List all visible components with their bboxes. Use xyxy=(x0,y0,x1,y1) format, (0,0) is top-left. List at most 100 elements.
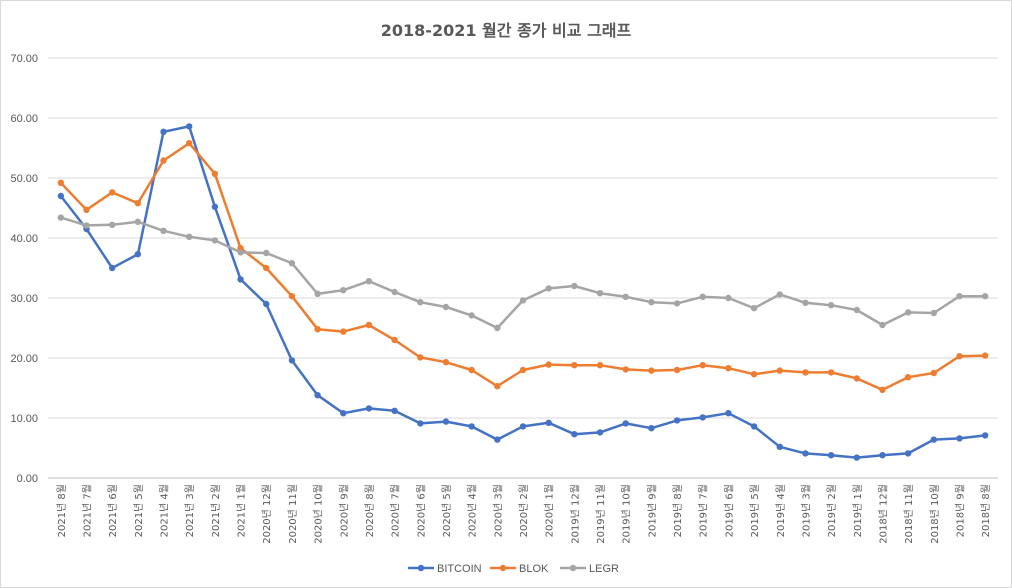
data-point xyxy=(519,366,527,374)
data-point xyxy=(468,312,475,319)
data-point xyxy=(725,365,732,372)
data-point xyxy=(827,452,835,459)
data-point xyxy=(519,423,527,430)
data-point xyxy=(134,251,142,258)
data-point xyxy=(468,366,475,374)
data-point xyxy=(776,291,783,298)
x-tick-label: 2020년 8월 xyxy=(364,484,376,537)
data-point xyxy=(494,324,501,332)
data-point xyxy=(956,353,963,360)
x-tick-label: 2020년 2월 xyxy=(518,484,530,537)
data-point xyxy=(930,309,938,317)
data-point xyxy=(930,369,938,377)
gridlines xyxy=(48,57,998,479)
data-point xyxy=(545,361,552,368)
data-point xyxy=(725,294,732,302)
x-tick-label: 2018년 8월 xyxy=(980,484,992,537)
data-point xyxy=(442,359,450,366)
data-point xyxy=(391,336,398,344)
data-point xyxy=(879,452,886,459)
data-point xyxy=(699,293,706,300)
data-point xyxy=(186,233,193,240)
x-tick-label: 2020년 1월 xyxy=(544,484,556,537)
data-point xyxy=(83,206,90,213)
data-point xyxy=(160,157,167,164)
data-point xyxy=(365,278,373,285)
series-lines xyxy=(57,123,989,461)
x-tick-label: 2020년 6월 xyxy=(415,484,427,537)
data-point xyxy=(263,264,270,272)
y-tick-label: 0.00 xyxy=(17,473,38,485)
data-point xyxy=(83,222,90,229)
y-tick-label: 70.00 xyxy=(10,53,38,65)
x-tick-label: 2018년 11월 xyxy=(903,484,915,544)
x-tick-label: 2019년 2월 xyxy=(826,484,838,537)
data-point xyxy=(622,366,629,373)
x-tick-label: 2021년 4월 xyxy=(159,484,171,537)
data-point xyxy=(494,436,501,443)
legend-marker xyxy=(417,564,425,572)
data-point xyxy=(340,287,347,294)
chart-title: 2018-2021 월간 종가 비교 그래프 xyxy=(381,21,632,40)
data-point xyxy=(365,321,373,329)
x-tick-label: 2019년 11월 xyxy=(595,484,607,544)
y-tick-label: 40.00 xyxy=(10,233,38,245)
data-point xyxy=(725,410,732,417)
data-point xyxy=(853,375,860,382)
x-tick-label: 2018년 12월 xyxy=(877,484,889,544)
data-point xyxy=(776,367,783,374)
data-point xyxy=(596,429,604,436)
y-tick-label: 50.00 xyxy=(10,173,38,185)
x-tick-label: 2019년 9월 xyxy=(646,484,658,537)
data-point xyxy=(981,352,989,359)
data-point xyxy=(340,328,347,335)
x-tick-label: 2021년 5월 xyxy=(133,484,145,537)
x-axis-ticks: 2021년 8월 2021년 7월 2021년 6월 2021년 5월 2021년 4월… xyxy=(56,484,992,544)
data-point xyxy=(288,293,296,300)
data-point xyxy=(827,369,835,376)
x-tick-label: 2019년 1월 xyxy=(852,484,864,537)
data-point xyxy=(571,282,578,290)
x-tick-label: 2021년 2월 xyxy=(210,484,222,537)
data-point xyxy=(853,306,860,314)
data-point xyxy=(186,123,193,130)
legend-item-legr: LEGR xyxy=(560,563,619,575)
legend-label: BLOK xyxy=(519,563,549,575)
x-tick-label: 2018년 9월 xyxy=(954,484,966,537)
data-point xyxy=(699,362,706,369)
data-point xyxy=(956,435,963,442)
legend: BITCOIN BLOK LEGR xyxy=(408,563,619,575)
legend-label: BITCOIN xyxy=(437,563,482,575)
data-point xyxy=(596,362,604,369)
data-point xyxy=(108,189,116,196)
x-tick-label: 2021년 1월 xyxy=(236,484,248,537)
data-point xyxy=(981,432,989,439)
data-point xyxy=(391,288,398,296)
data-point xyxy=(417,299,424,306)
x-tick-label: 2019년 8월 xyxy=(672,484,684,537)
x-tick-label: 2021년 8월 xyxy=(56,484,68,537)
data-point xyxy=(827,302,835,309)
data-point xyxy=(160,128,167,135)
x-tick-label: 2019년 4월 xyxy=(775,484,787,537)
data-point xyxy=(904,309,912,316)
y-tick-label: 30.00 xyxy=(10,293,38,305)
data-point xyxy=(750,371,758,378)
x-tick-label: 2020년 5월 xyxy=(441,484,453,537)
legend-item-bitcoin: BITCOIN xyxy=(408,563,482,575)
data-point xyxy=(956,293,963,300)
series-bitcoin xyxy=(57,123,989,461)
data-point xyxy=(211,237,219,244)
data-point xyxy=(211,170,219,177)
data-point xyxy=(699,414,706,421)
legend-item-blok: BLOK xyxy=(490,563,549,575)
y-tick-label: 10.00 xyxy=(10,413,38,425)
data-point xyxy=(622,420,629,427)
data-point xyxy=(904,374,912,381)
series-blok xyxy=(57,140,989,393)
series-legr xyxy=(57,214,989,332)
x-tick-label: 2019년 3월 xyxy=(800,484,812,537)
data-point xyxy=(776,443,783,450)
data-point xyxy=(648,425,655,432)
data-point xyxy=(314,326,321,333)
